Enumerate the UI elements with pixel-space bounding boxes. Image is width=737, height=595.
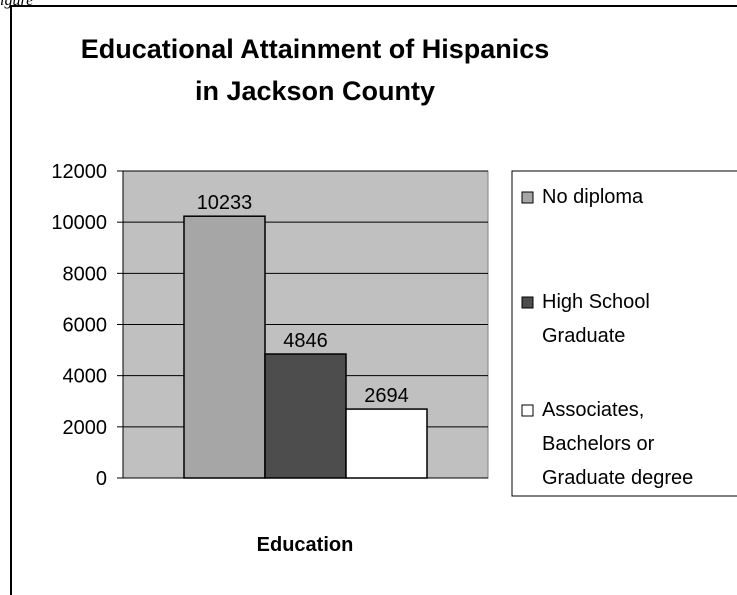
legend-swatch [521,404,534,417]
bar [183,215,266,479]
data-label: 10233 [197,192,253,214]
legend-label: High School [542,291,650,313]
legend-box [511,170,737,497]
legend-label: Graduate degree [542,467,693,489]
y-tick-label: 10000 [51,212,107,234]
legend-label: Bachelors or [542,433,655,455]
figure-label: igure [0,0,34,9]
y-tick-label: 2000 [63,417,108,439]
y-tick-label: 4000 [63,366,108,388]
legend: No diploma High School Graduate Associates,… [521,186,693,489]
legend-label: Graduate [542,325,625,347]
y-tick-label: 12000 [51,161,107,183]
legend-swatch [521,296,534,309]
chart-frame [10,5,737,595]
chart-title-line-1: Educational Attainment of Hispanics [81,34,550,64]
x-axis-label: Education [257,534,354,556]
legend-swatch [521,191,534,204]
bar [264,353,347,479]
data-label: 2694 [364,385,409,407]
data-label: 4846 [283,330,328,352]
y-tick-label: 0 [96,468,107,490]
legend-label: No diploma [542,186,644,208]
bar [345,408,428,479]
chart-title-line-2: in Jackson County [195,76,435,106]
bars [183,215,428,479]
y-tick-label: 8000 [63,263,108,285]
data-labels: 10233 4846 2694 [197,192,409,407]
y-tick-label: 6000 [63,315,108,337]
legend-label: Associates, [542,399,644,421]
